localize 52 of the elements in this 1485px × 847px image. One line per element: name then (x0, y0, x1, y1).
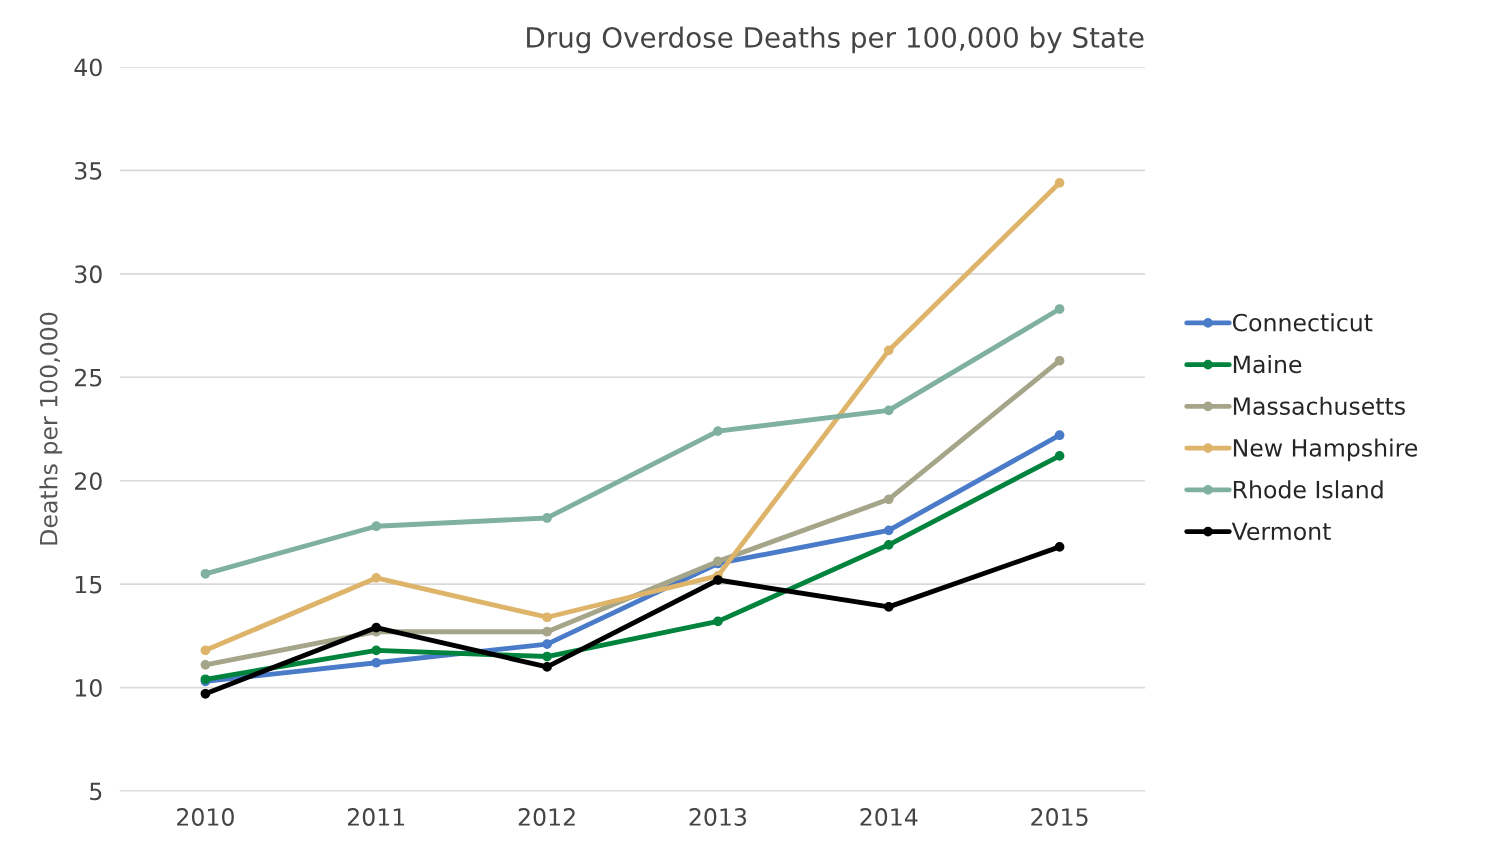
point (200, 688, 211, 699)
x-tick-label: 2012 (518, 808, 575, 826)
x-tick-label: 2015 (1031, 808, 1088, 826)
y-tick-label: 40 (74, 58, 102, 77)
point (713, 616, 723, 627)
point (200, 568, 211, 579)
point (542, 513, 552, 523)
legend-label: New Hampshire (1233, 438, 1418, 462)
point (1054, 451, 1065, 461)
point (542, 612, 552, 623)
point (713, 575, 723, 585)
legend-label: Connecticut (1232, 313, 1373, 332)
y-axis-title: Deaths per 100,000 (39, 312, 63, 545)
y-tick-label: 15 (75, 575, 102, 594)
legend-label: Massachusetts (1233, 396, 1405, 415)
point (542, 639, 552, 649)
point (1054, 355, 1065, 366)
point (542, 662, 552, 672)
point (371, 657, 382, 668)
point (371, 645, 382, 656)
legend-label: Maine (1233, 354, 1302, 374)
legend-label: Vermont (1231, 522, 1331, 541)
legend-label: Rhode Island (1233, 480, 1383, 499)
point (542, 651, 552, 662)
point (1054, 430, 1065, 441)
point (883, 525, 894, 536)
point (200, 645, 211, 656)
x-tick-label: 2010 (177, 808, 234, 826)
y-tick-label: 30 (75, 265, 102, 284)
point (1054, 304, 1065, 314)
x-tick-label: 2013 (689, 808, 747, 826)
y-tick-label: 35 (75, 161, 102, 180)
point (200, 659, 211, 670)
point (883, 345, 894, 356)
y-tick-label: 20 (75, 472, 102, 491)
point (542, 626, 552, 637)
point (371, 573, 382, 583)
point (371, 622, 382, 633)
y-tick-label: 10 (75, 679, 102, 697)
point (1054, 542, 1065, 552)
point (883, 405, 894, 416)
point (883, 602, 894, 612)
chart-title: Drug Overdose Deaths per 100,000 by State (527, 26, 1144, 54)
x-tick-label: 2014 (860, 808, 918, 826)
point (371, 521, 382, 532)
y-tick-label: 25 (75, 368, 102, 387)
y-tick-label: 5 (90, 782, 102, 801)
x-tick-label: 2011 (347, 808, 405, 826)
point (1054, 177, 1065, 188)
point (883, 539, 894, 550)
point (883, 494, 894, 505)
point (713, 426, 723, 436)
